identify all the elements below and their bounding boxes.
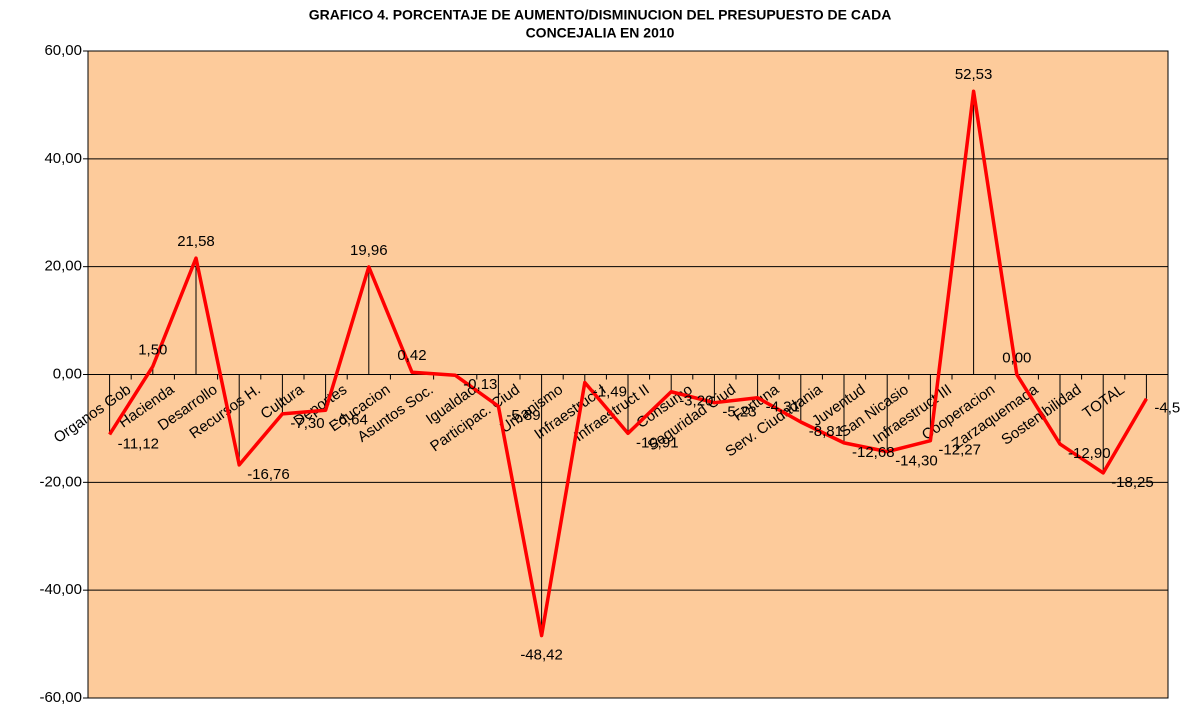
y-tick-label: -20,00 <box>39 473 82 490</box>
data-label: 19,96 <box>350 242 388 259</box>
y-tick-label: -40,00 <box>39 581 82 598</box>
y-tick-label: 0,00 <box>53 365 82 382</box>
data-label: 21,58 <box>177 233 215 250</box>
chart-title: GRAFICO 4. PORCENTAJE DE AUMENTO/DISMINU… <box>309 7 892 23</box>
data-label: 1,50 <box>138 341 167 358</box>
data-label: 0,00 <box>1002 349 1031 366</box>
data-label: -4,31 <box>766 399 800 416</box>
y-tick-label: 20,00 <box>44 258 82 275</box>
data-label: -48,42 <box>520 647 563 664</box>
data-label: -14,30 <box>895 453 938 470</box>
data-label: -18,25 <box>1111 474 1154 491</box>
data-label: 52,53 <box>955 66 993 83</box>
data-label: -1,49 <box>593 384 627 401</box>
data-label: -5,23 <box>722 404 756 421</box>
data-label: -5,89 <box>506 407 540 424</box>
y-tick-label: 60,00 <box>44 42 82 59</box>
data-label: -6,64 <box>334 411 368 428</box>
y-tick-label: 40,00 <box>44 150 82 167</box>
data-label: -7,30 <box>290 415 324 432</box>
data-label: -0,13 <box>463 376 497 393</box>
data-label: -12,27 <box>938 442 981 459</box>
data-label: -12,90 <box>1068 445 1111 462</box>
line-series <box>108 89 1148 638</box>
data-label: -11,12 <box>118 435 159 452</box>
data-label: 0,42 <box>397 347 426 364</box>
data-label: -3,20 <box>679 393 713 410</box>
data-label: -16,76 <box>247 466 290 483</box>
y-tick-label: -60,00 <box>39 689 82 706</box>
data-label: -12,68 <box>852 444 895 461</box>
data-label: -8,81 <box>809 423 843 440</box>
data-label: -10,91 <box>636 434 679 451</box>
chart-title: CONCEJALIA EN 2010 <box>526 25 675 41</box>
data-label: -4,50 <box>1154 400 1180 417</box>
